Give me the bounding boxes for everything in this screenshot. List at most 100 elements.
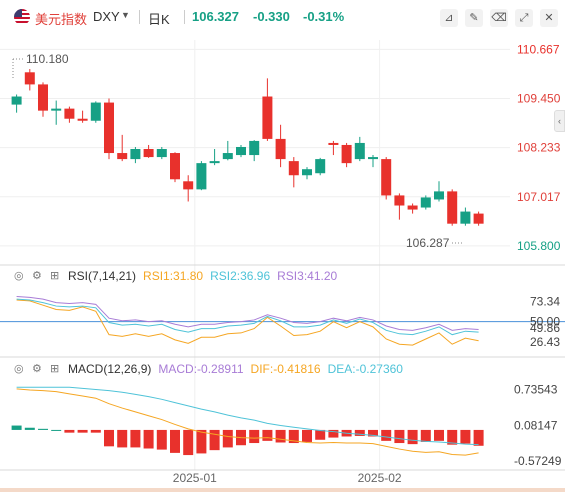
candle-body — [236, 146, 246, 156]
macd-bar — [420, 429, 431, 442]
candle-body — [183, 181, 194, 190]
macd-bar — [394, 429, 405, 444]
close-icon[interactable]: ✕ — [540, 9, 558, 27]
candle-body — [104, 102, 114, 154]
rsi3-value: RSI3:41.20 — [277, 269, 338, 283]
expand-icon[interactable]: ⤢ — [515, 9, 533, 27]
macd-bar — [315, 429, 326, 440]
rsi-tick-label: 49.86 — [530, 321, 560, 335]
price-tick-label: 108.233 — [517, 141, 561, 155]
macd-tick-label: 0.08147 — [514, 418, 558, 432]
indicator-tool-icon[interactable]: ⊿ — [440, 9, 458, 27]
candle-body — [302, 169, 312, 176]
macd-bar — [302, 429, 312, 442]
macd-bar — [170, 429, 180, 453]
macd-title: MACD(12,26,9) — [68, 362, 152, 376]
macd-bar — [24, 427, 35, 430]
macd-bar — [249, 429, 260, 444]
macd-bar — [354, 429, 365, 436]
expand-indicator-icon[interactable]: ⊞ — [50, 363, 60, 375]
candle-body — [51, 108, 62, 111]
candle-body — [275, 138, 286, 160]
candle-body — [196, 163, 207, 190]
rsi-line-2 — [16, 298, 479, 336]
dif-line — [16, 388, 479, 456]
eraser-icon[interactable]: ⌫ — [490, 9, 508, 27]
candle-body — [64, 108, 75, 119]
macd-bar — [156, 429, 167, 450]
chevron-down-icon[interactable]: ▼ — [121, 10, 130, 20]
candle-body — [407, 205, 418, 210]
macd-bar — [209, 429, 220, 451]
eye-icon[interactable]: ◎ — [14, 270, 24, 282]
macd-bar — [183, 429, 194, 456]
draw-pen-icon[interactable]: ✎ — [465, 9, 483, 27]
rsi1-value: RSI1:31.80 — [143, 269, 204, 283]
price-tick-label: 110.667 — [517, 42, 560, 56]
candle-body — [143, 149, 154, 158]
candle-body — [38, 84, 48, 111]
macd-bar — [407, 429, 418, 445]
collapse-panel-icon[interactable]: ‹ — [554, 110, 565, 132]
rsi-line-1 — [16, 299, 479, 346]
price-grid — [0, 40, 510, 470]
candle-body — [447, 191, 458, 224]
candle-body — [473, 213, 484, 224]
macd-tick-label: 0.73543 — [514, 383, 558, 397]
candle-body — [288, 161, 299, 176]
candle-body — [341, 144, 352, 164]
candle-body — [368, 157, 378, 160]
scroll-strip — [0, 488, 565, 492]
candle-body — [130, 149, 141, 160]
macd-bar — [368, 429, 378, 437]
dea-line — [16, 386, 479, 446]
last-price: 106.327 — [192, 9, 239, 24]
expand-indicator-icon[interactable]: ⊞ — [50, 270, 60, 282]
candle-body — [249, 140, 260, 156]
candle-body — [90, 102, 101, 121]
rsi-tick-label: 50.00 — [530, 315, 560, 329]
macd-bar — [130, 429, 141, 448]
candle-body — [156, 149, 167, 158]
rsi-tick-label: 26.43 — [530, 335, 560, 349]
rsi-legend: ◎ ⚙ ⊞ RSI(7,14,21) RSI1:31.80 RSI2:36.96… — [14, 268, 344, 284]
macd-bar — [196, 429, 207, 454]
period-selector[interactable]: 日K — [148, 12, 170, 27]
candle-body — [315, 159, 326, 174]
macd-bars — [11, 425, 484, 456]
low-label: 106.287 — [406, 236, 450, 250]
macd-bar — [328, 429, 339, 438]
macd-bar — [288, 429, 299, 444]
macd-bar — [473, 429, 484, 446]
candle-body — [394, 195, 405, 206]
macd-tick-label: -0.57249 — [514, 454, 562, 468]
candle-body — [460, 211, 471, 224]
macd-bar — [104, 429, 114, 447]
date-axis: 2025-01 2025-02 — [173, 471, 402, 485]
price-tick-label: 107.017 — [517, 190, 561, 204]
macd-bar — [434, 429, 444, 441]
candle-body — [209, 161, 220, 164]
macd-bar — [381, 429, 392, 441]
divider — [184, 10, 185, 24]
instrument-name[interactable]: 美元指数 — [35, 12, 88, 27]
settings-icon[interactable]: ⚙ — [32, 270, 42, 282]
candle-body — [354, 142, 365, 160]
macd-bar — [11, 425, 22, 430]
rsi-lines — [16, 296, 479, 346]
candles — [11, 69, 484, 226]
macd-bar — [117, 429, 128, 448]
settings-icon[interactable]: ⚙ — [32, 363, 42, 375]
instrument-symbol[interactable]: DXY — [93, 9, 120, 24]
eye-icon[interactable]: ◎ — [14, 363, 24, 375]
candle-body — [381, 159, 392, 196]
high-annotation: 110.180 — [12, 52, 69, 79]
macd-legend: ◎ ⚙ ⊞ MACD(12,26,9) MACD:-0.28911 DIF:-0… — [14, 361, 410, 377]
date-tick-label: 2025-01 — [173, 471, 217, 485]
us-flag-icon — [14, 9, 30, 25]
macd-bar — [90, 429, 101, 433]
candle-body — [262, 96, 273, 139]
candle-body — [420, 197, 431, 208]
rsi-tick-label: 73.34 — [530, 294, 560, 308]
